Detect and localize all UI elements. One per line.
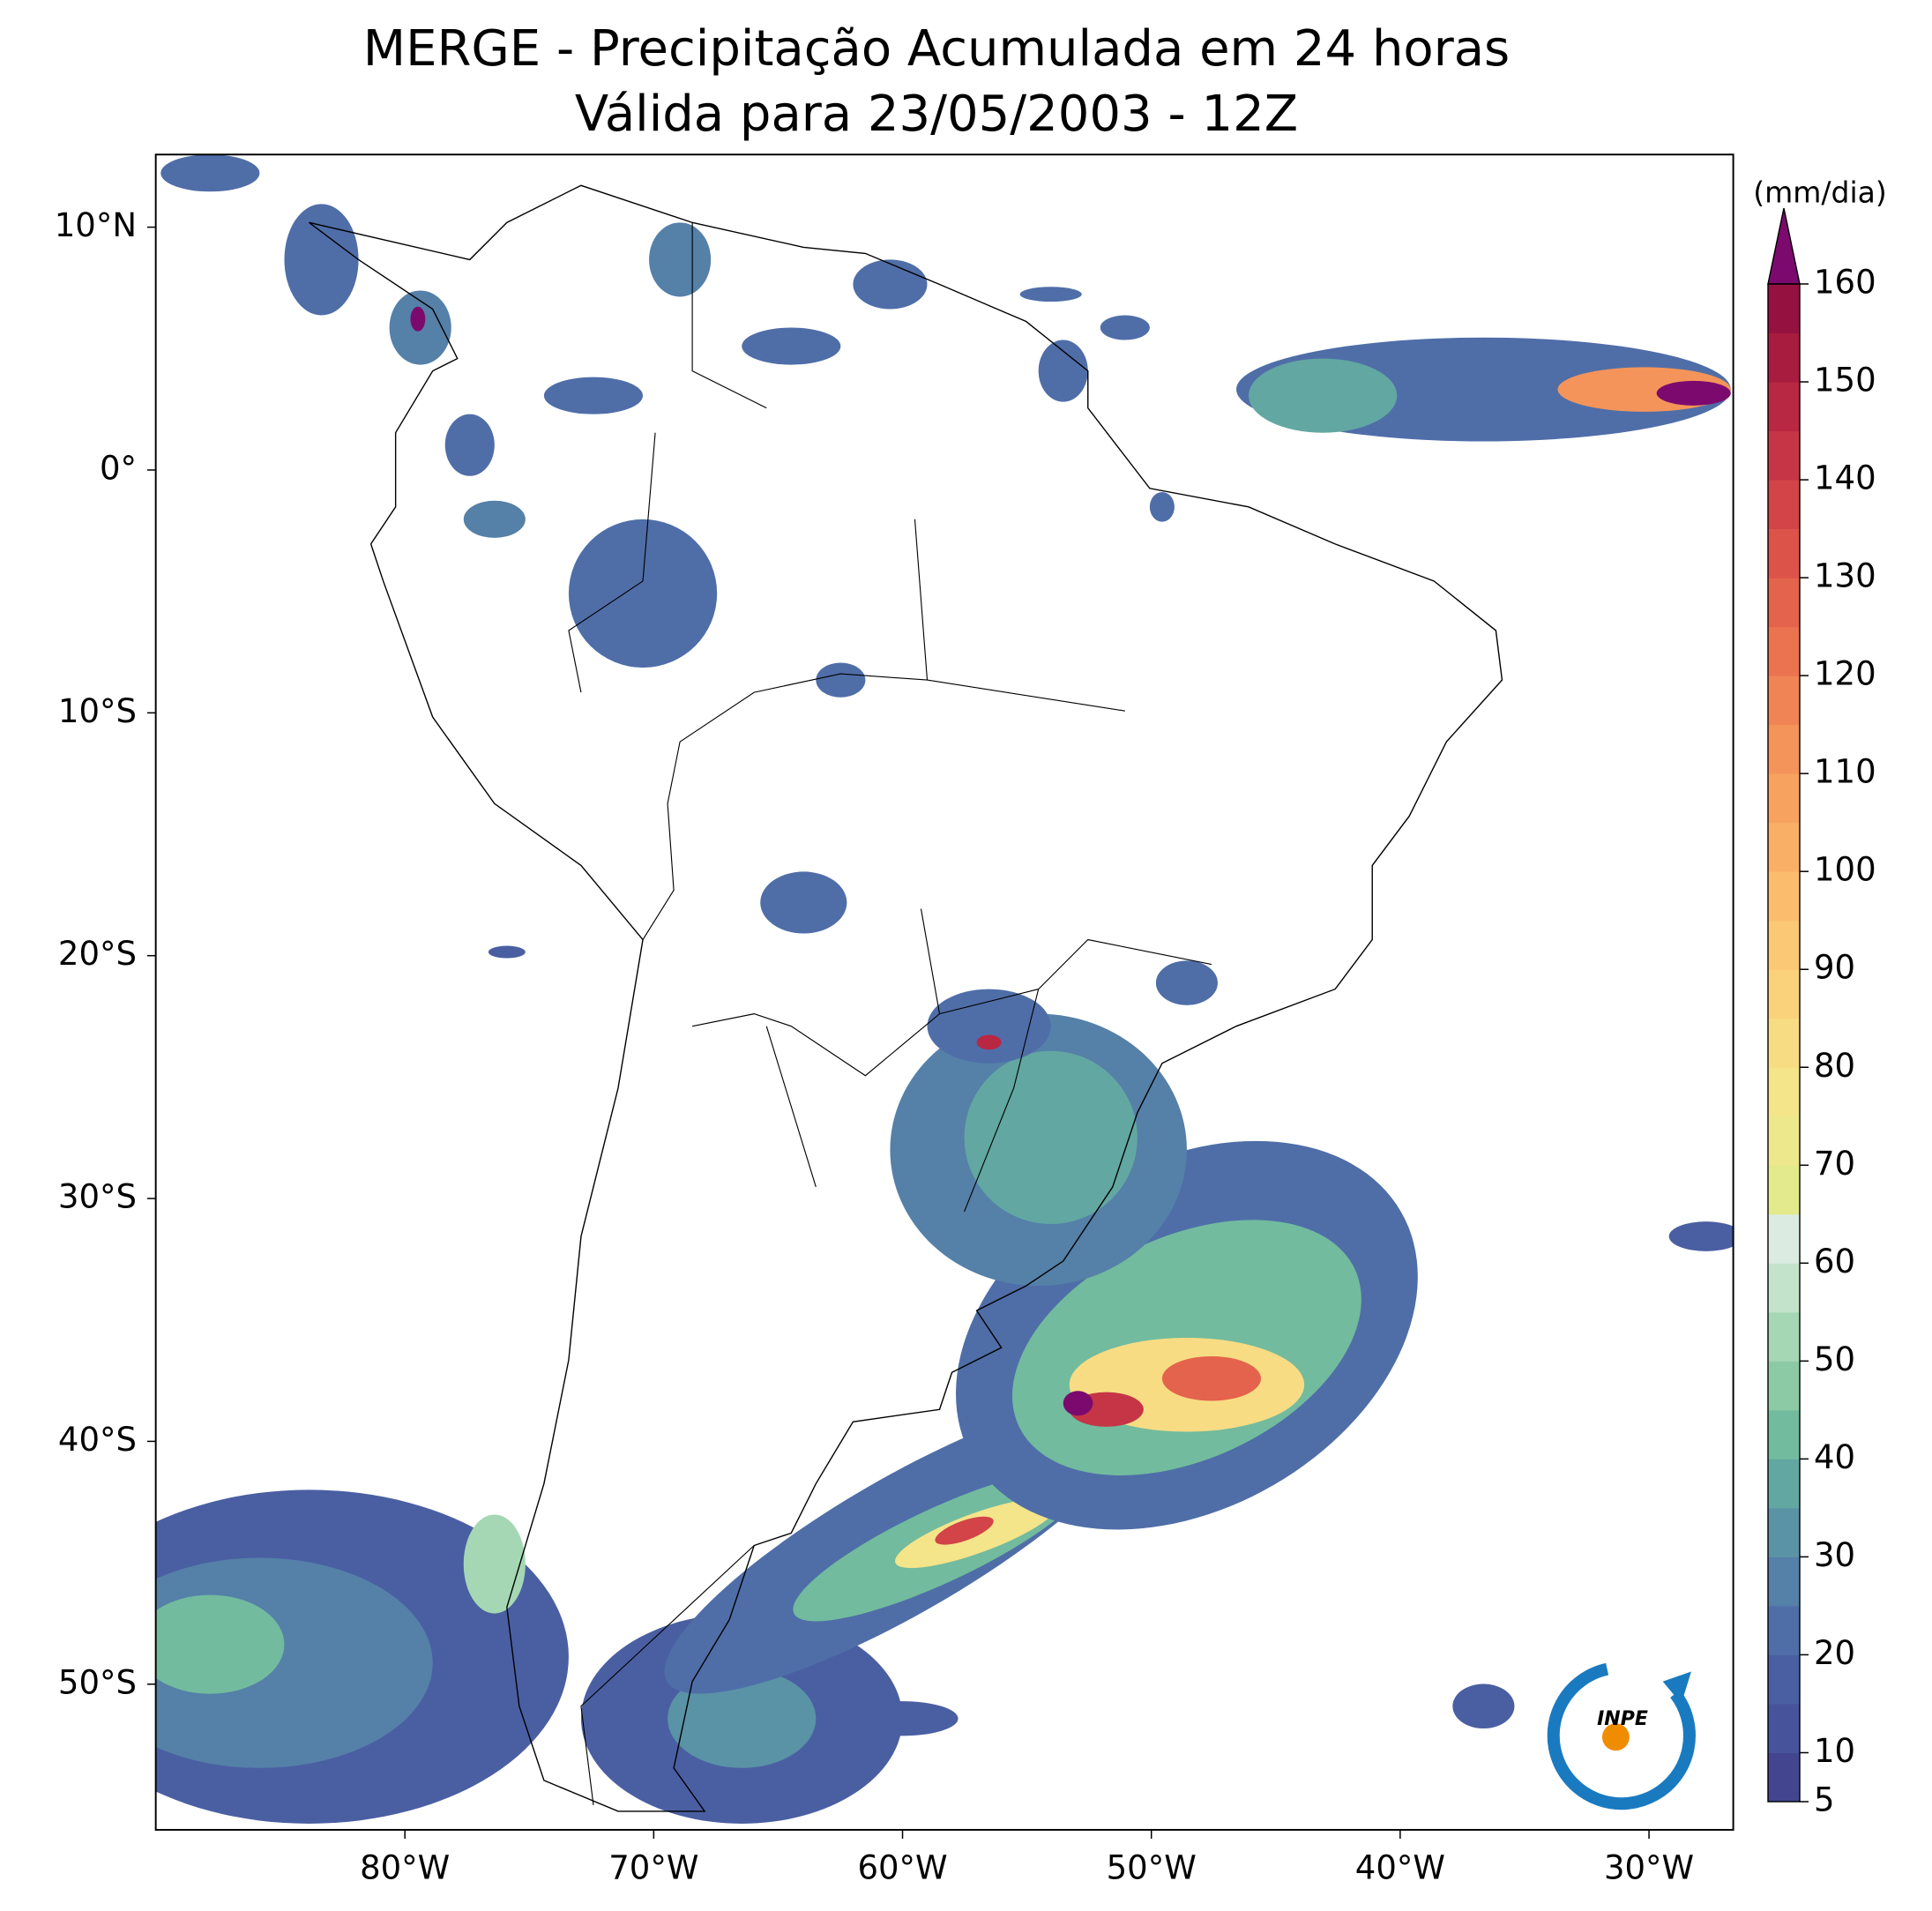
- colorbar-band: [1768, 920, 1800, 970]
- colorbar-band: [1768, 480, 1800, 530]
- colorbar-band: [1768, 1018, 1800, 1068]
- colorbar-tick-label: 20: [1814, 1634, 1855, 1672]
- y-tick-label: 0°: [100, 449, 137, 487]
- colorbar-band: [1768, 1703, 1800, 1753]
- colorbar-band: [1768, 773, 1800, 824]
- colorbar-tick-label: 150: [1814, 362, 1876, 399]
- map-layer: [154, 153, 1734, 1831]
- colorbar-band: [1768, 626, 1800, 676]
- colorbar-band: [1768, 1165, 1800, 1215]
- logo-text: INPE: [1597, 1708, 1648, 1730]
- colorbar-band: [1768, 1654, 1800, 1705]
- colorbar-band: [1768, 676, 1800, 726]
- colorbar-band: [1768, 332, 1800, 383]
- colorbar-band: [1768, 1116, 1800, 1166]
- colorbar-band: [1768, 871, 1800, 922]
- colorbar-band: [1768, 1507, 1800, 1557]
- colorbar-tick-label: 140: [1814, 459, 1876, 497]
- colorbar-band: [1768, 1067, 1800, 1117]
- colorbar-band: [1768, 1409, 1800, 1459]
- colorbar-tick-label: 5: [1814, 1781, 1835, 1819]
- map-frame: [154, 153, 1734, 1831]
- colorbar-band: [1768, 430, 1800, 481]
- colorbar-frame: [1767, 283, 1801, 1803]
- title-line-2: Válida para 23/05/2003 - 12Z: [575, 86, 1298, 143]
- colorbar-tick-label: 130: [1814, 557, 1876, 595]
- colorbar-tick-label: 40: [1814, 1438, 1855, 1476]
- x-tick-label: 70°W: [608, 1849, 698, 1887]
- y-tick-label: 50°S: [58, 1663, 137, 1701]
- colorbar-tick-label: 80: [1814, 1047, 1855, 1085]
- colorbar-tick-label: 100: [1814, 851, 1876, 889]
- colorbar-tick-label: 90: [1814, 949, 1855, 987]
- colorbar-band: [1768, 284, 1800, 334]
- colorbar-band: [1768, 382, 1800, 432]
- colorbar-extend: [1767, 207, 1801, 285]
- colorbar-band: [1768, 822, 1800, 872]
- colorbar-band: [1768, 578, 1800, 628]
- y-tick-label: 30°S: [58, 1178, 137, 1216]
- colorbar-tick-label: 160: [1814, 264, 1876, 302]
- colorbar-band: [1768, 1752, 1800, 1803]
- colorbar-band: [1768, 1311, 1800, 1362]
- x-tick-label: 50°W: [1107, 1849, 1197, 1887]
- colorbar-tick-label: 110: [1814, 753, 1876, 791]
- colorbar-tick-label: 120: [1814, 655, 1876, 693]
- colorbar-tick-label: 70: [1814, 1145, 1855, 1183]
- y-tick-label: 20°S: [58, 935, 137, 973]
- colorbar-tick-label: 10: [1814, 1732, 1855, 1770]
- coastline: [309, 184, 1503, 1812]
- colorbar-band: [1768, 1263, 1800, 1313]
- x-tick-label: 40°W: [1355, 1849, 1445, 1887]
- colorbar-band: [1768, 724, 1800, 774]
- borders: [568, 222, 1212, 1805]
- logo: [1547, 1662, 1696, 1810]
- colorbar-tick-label: 60: [1814, 1243, 1855, 1280]
- x-tick-label: 80°W: [360, 1849, 450, 1887]
- title-line-1: MERGE - Precipitação Acumulada em 24 hor…: [363, 20, 1510, 78]
- colorbar-band: [1768, 1556, 1800, 1607]
- colorbar-band: [1768, 1605, 1800, 1655]
- precipitation: [155, 154, 1734, 1824]
- axes: 80°W 70°W 60°W 50°W 40°W 30°W 10°N 0° 10°S 20°S 30…: [55, 206, 1876, 1886]
- y-tick-label: 40°S: [58, 1421, 137, 1459]
- colorbar-band: [1768, 969, 1800, 1019]
- colorbar-tick-label: 30: [1814, 1536, 1855, 1574]
- colorbar-label: (mm/dia): [1753, 175, 1887, 210]
- y-tick-label: 10°S: [58, 692, 137, 730]
- x-tick-label: 60°W: [857, 1849, 947, 1887]
- x-tick-label: 30°W: [1604, 1849, 1694, 1887]
- colorbar-band: [1768, 1213, 1800, 1264]
- colorbar-band: [1768, 528, 1800, 579]
- colorbar-band: [1768, 1459, 1800, 1509]
- colorbar-band: [1768, 1361, 1800, 1411]
- colorbar-tick-label: 50: [1814, 1340, 1855, 1378]
- y-tick-label: 10°N: [55, 206, 137, 244]
